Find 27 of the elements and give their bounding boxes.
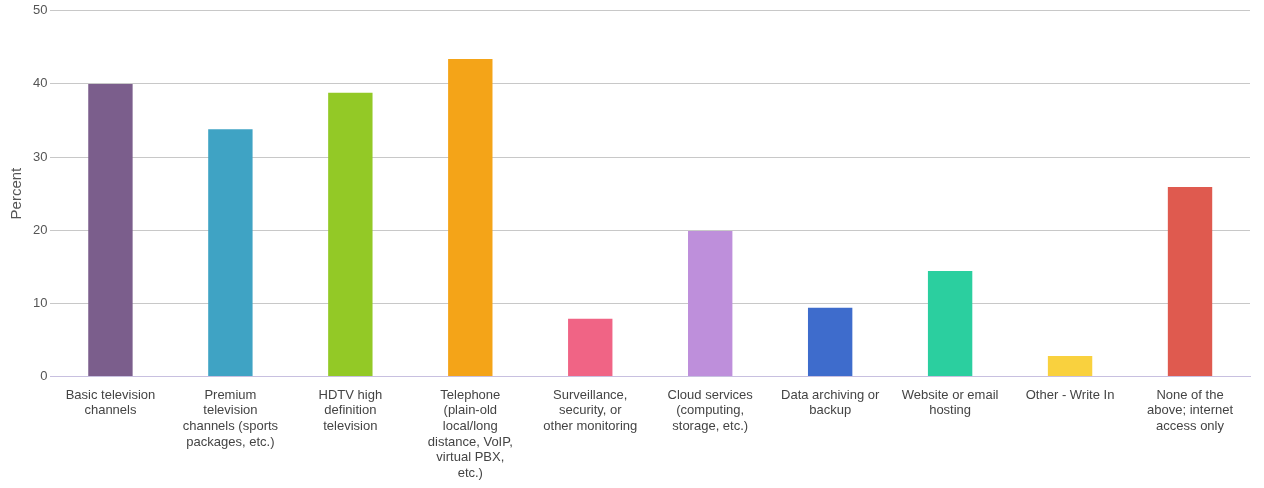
bar	[208, 129, 253, 376]
y-tick-label: 0	[40, 367, 48, 383]
bar	[88, 83, 133, 376]
bar	[927, 271, 973, 376]
bar	[1167, 187, 1213, 376]
x-tick-label: Premium television channels (sports packages, etc.)	[182, 386, 279, 449]
bar	[568, 318, 613, 376]
y-tick-label: 10	[32, 294, 48, 310]
x-tick-label: Website or email hosting	[901, 386, 999, 418]
bar	[448, 59, 493, 376]
x-tick-label: Basic television channels	[65, 386, 156, 418]
y-tick-label: 20	[32, 221, 48, 237]
x-tick-label: Data archiving or backup	[781, 386, 880, 418]
x-tick-label: None of the above; internet access only	[1147, 386, 1234, 433]
y-tick-label: 50	[32, 2, 48, 18]
bar	[688, 230, 733, 376]
x-tick-label: HDTV high definition television	[318, 386, 383, 433]
x-tick-label: Other - Write In	[1025, 386, 1115, 402]
x-tick-label: Surveillance, security, or other monitoring	[543, 386, 638, 433]
x-tick-label: Cloud services (computing, storage, etc.)	[667, 386, 754, 433]
y-tick-label: 40	[32, 75, 48, 91]
y-tick-label: 30	[32, 148, 48, 164]
bar	[1047, 355, 1093, 376]
y-axis-title: Percent	[7, 166, 25, 220]
bar	[328, 92, 373, 376]
bar	[807, 307, 853, 376]
x-tick-label: Telephone (plain-old local/long distance, VoIP, virtual PBX, etc.)	[427, 386, 513, 480]
